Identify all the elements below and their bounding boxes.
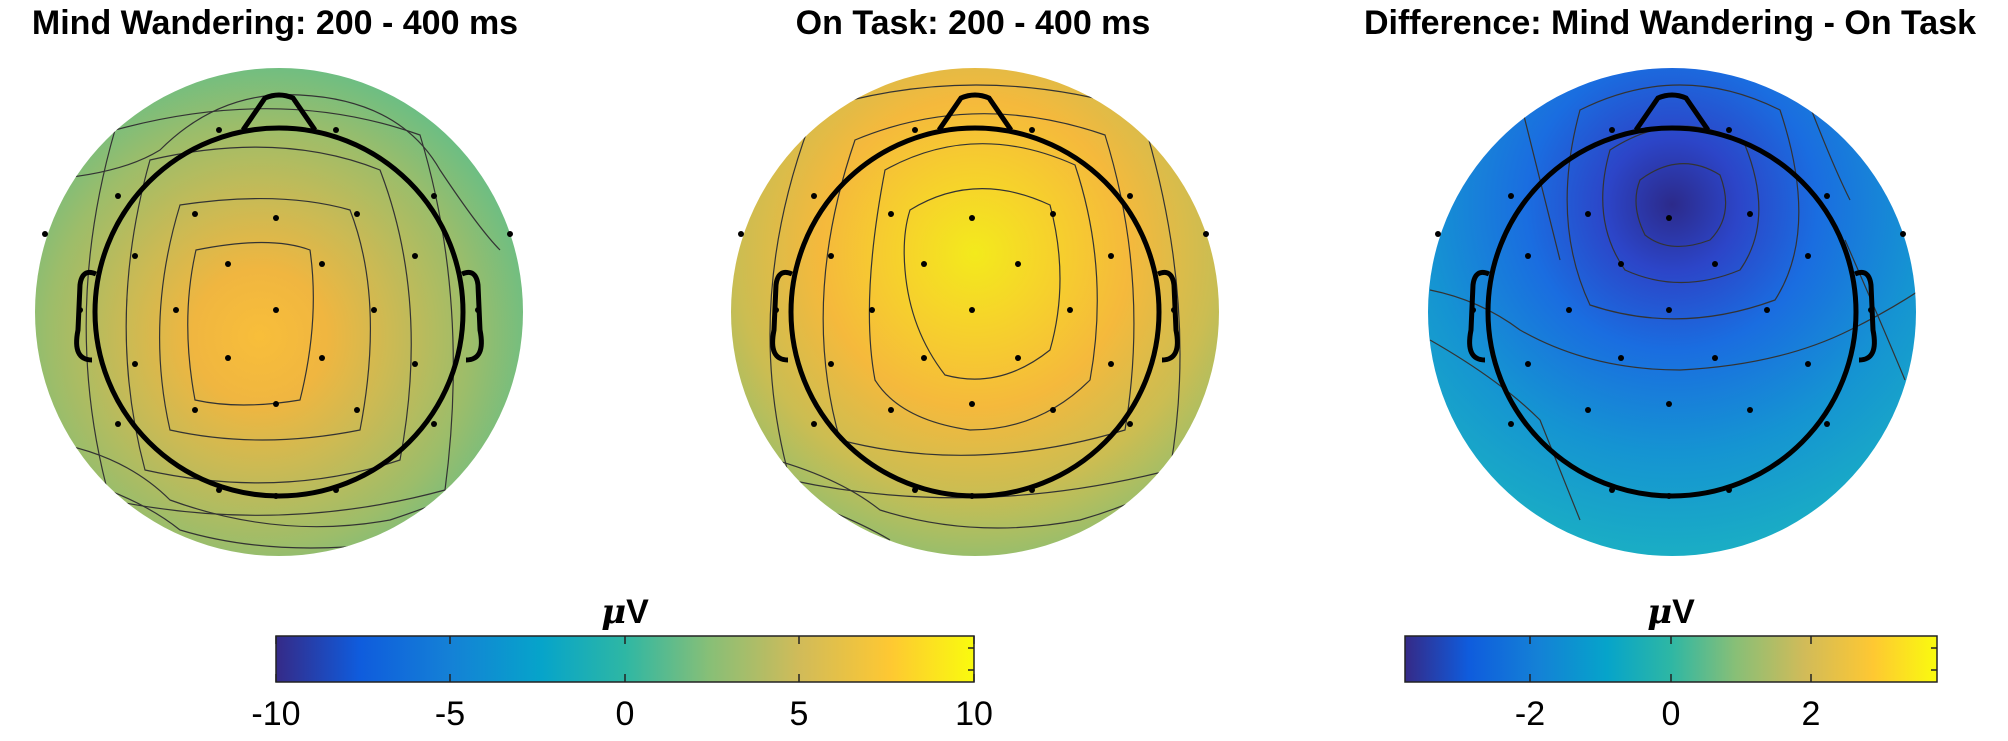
colorbar-left-tick-label: 10 — [955, 695, 993, 733]
colorbar-right — [1404, 635, 1938, 683]
unit-symbol: μ — [1647, 592, 1673, 632]
colorbar-ticks — [1529, 636, 1937, 682]
topomap-mind-wandering — [35, 68, 523, 556]
colorbar-left-unit: μV — [601, 592, 649, 632]
panel-title-on-task: On Task: 200 - 400 ms — [795, 4, 1151, 42]
colorbar-left-tick-label: 5 — [789, 695, 809, 733]
colorbar-ticks — [275, 636, 975, 682]
colorbar-right-tick-label: -2 — [1514, 695, 1546, 733]
colorbar-right-unit: μV — [1647, 592, 1695, 632]
colorbar-right-tick-label: 0 — [1661, 695, 1681, 733]
electrode-dots — [42, 127, 513, 499]
colorbar-left-tick-label: 0 — [615, 695, 635, 733]
panel-title-difference: Difference: Mind Wandering - On Task — [1363, 4, 1977, 42]
panel-title-mind-wandering: Mind Wandering: 200 - 400 ms — [31, 4, 519, 42]
unit-letter: V — [1672, 593, 1695, 631]
unit-symbol: μ — [601, 592, 627, 632]
topomap-on-task — [731, 68, 1219, 556]
electrode-dots — [738, 127, 1209, 499]
colorbar-left — [275, 635, 975, 683]
colorbar-left-tick-label: -5 — [434, 695, 466, 733]
colorbar-left-tick-label: -10 — [251, 695, 301, 733]
colorbar-right-tick-label: 2 — [1801, 695, 1821, 733]
electrode-dots — [1435, 127, 1906, 499]
unit-letter: V — [626, 593, 649, 631]
topomap-difference — [1428, 68, 1916, 556]
